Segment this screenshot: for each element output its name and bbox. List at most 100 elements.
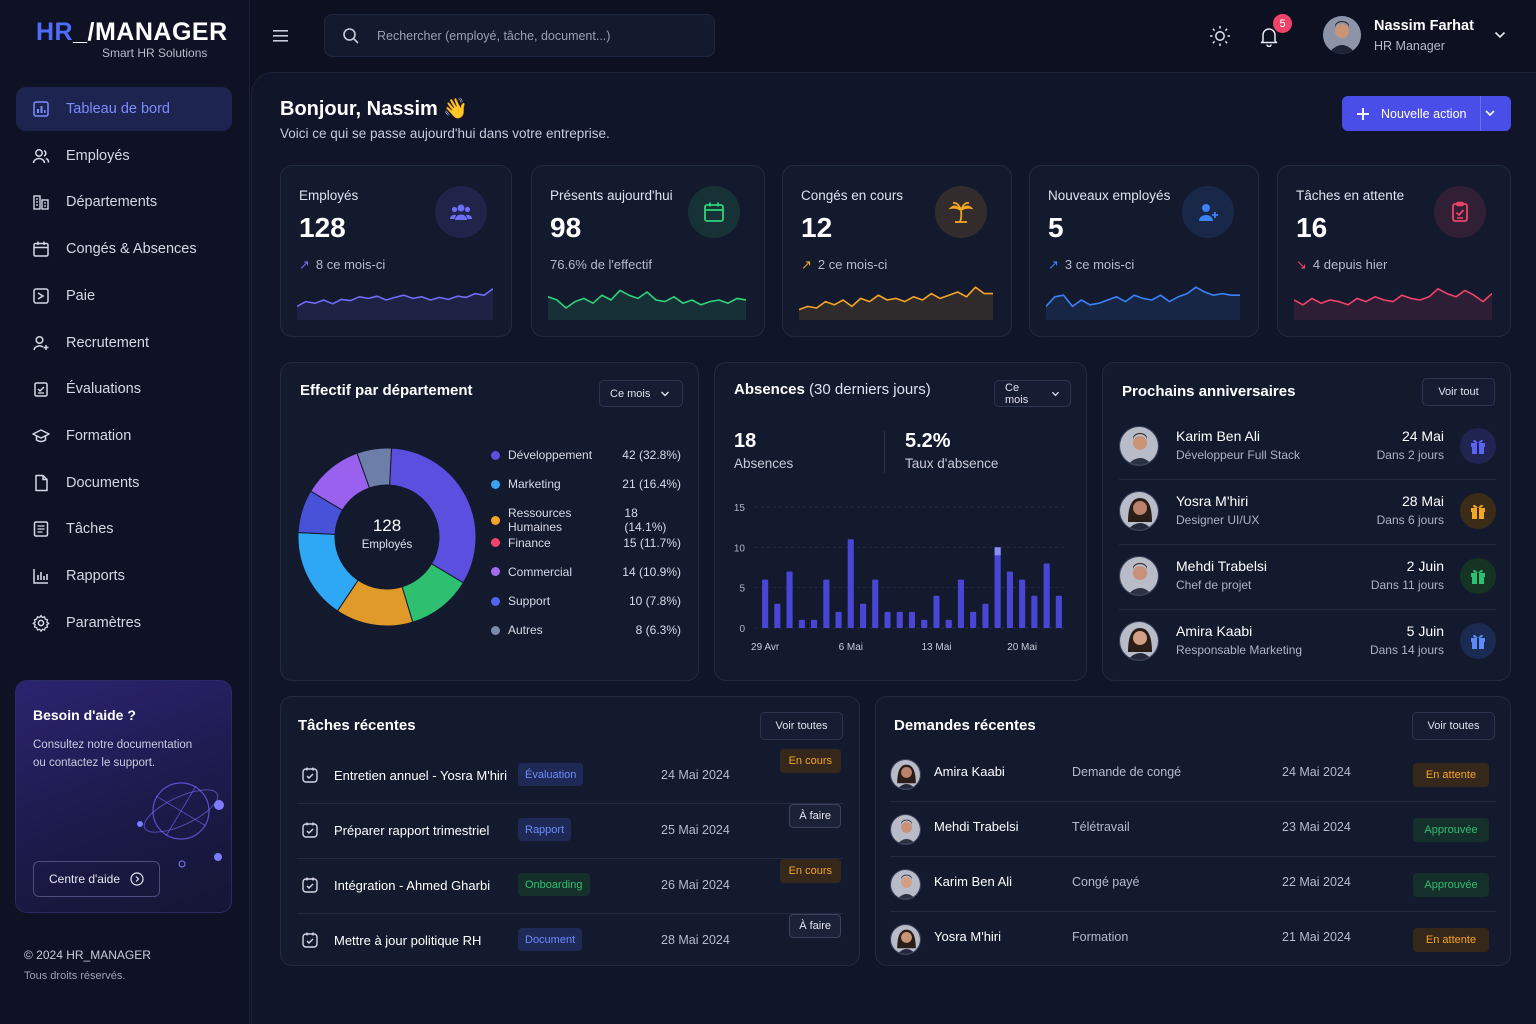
sun-theme-icon[interactable] (1209, 25, 1231, 47)
calendar-icon (33, 241, 49, 257)
sidebar-item-document[interactable]: Documents (16, 461, 232, 505)
sidebar-item-users[interactable]: Employés (16, 134, 232, 178)
task-check-icon-wrap[interactable] (301, 876, 319, 899)
birthday-date: 2 Juin (1406, 558, 1444, 574)
absence-bar[interactable] (847, 539, 854, 628)
search-input[interactable] (377, 26, 697, 46)
absence-bar[interactable] (1031, 595, 1038, 628)
absence-bar[interactable] (1006, 571, 1013, 629)
stat-card[interactable]: Employés 128 ↗ 8 ce mois-ci (280, 165, 512, 337)
request-row[interactable]: Karim Ben Ali Congé payé 22 Mai 2024 Approu… (890, 857, 1496, 912)
birthday-name: Mehdi Trabelsi (1176, 558, 1268, 574)
absence-bar[interactable] (994, 547, 1001, 628)
sidebar-item-building[interactable]: Départements (16, 180, 232, 224)
sidebar-item-calendar[interactable]: Congés & Absences (16, 227, 232, 271)
gift-badge[interactable] (1460, 558, 1496, 594)
sidebar: HR_/MANAGER Smart HR Solutions Tableau d… (0, 0, 250, 1024)
user-name: Nassim Farhat (1374, 18, 1474, 34)
absence-bar[interactable] (945, 619, 952, 628)
absence-bar[interactable] (860, 603, 867, 628)
sparkline-line (799, 286, 993, 311)
graduation-cap-icon-wrap (32, 427, 50, 445)
absence-bar[interactable] (896, 611, 903, 628)
sidebar-item-graduation-cap[interactable]: Formation (16, 414, 232, 458)
request-row[interactable]: Amira Kaabi Demande de congé 24 Mai 2024 En… (890, 747, 1496, 802)
sidebar-item-label: Documents (66, 474, 140, 491)
absence-bar[interactable] (823, 579, 830, 628)
person-avatar-icon (891, 925, 920, 954)
new-action-button[interactable]: Nouvelle action (1342, 96, 1511, 131)
birthday-item[interactable]: Amira Kaabi Responsable Marketing 5 Juin Da… (1119, 611, 1496, 675)
tasks-see-all-button[interactable]: Voir toutes (760, 712, 843, 740)
task-check-icon-wrap[interactable] (301, 766, 319, 789)
app-logo[interactable]: HR_/MANAGER Smart HR Solutions (36, 18, 228, 60)
sidebar-item-payroll[interactable]: Paie (16, 274, 232, 318)
task-row[interactable]: Préparer rapport trimestriel Rapport 25 Ma… (297, 804, 843, 859)
task-check-icon-wrap[interactable] (301, 821, 319, 844)
sidebar-item-gear[interactable]: Paramètres (16, 601, 232, 645)
absence-bar[interactable] (884, 611, 891, 628)
gift-icon (1471, 439, 1485, 454)
birthdays-see-all-button[interactable]: Voir tout (1422, 378, 1495, 406)
absences-count: 18 (734, 430, 757, 452)
chevron-down-icon[interactable] (1494, 30, 1506, 40)
absence-bar[interactable] (835, 611, 842, 628)
help-center-button[interactable]: Centre d'aide (33, 861, 160, 897)
request-row[interactable]: Yosra M'hiri Formation 21 Mai 2024 En atten… (890, 912, 1496, 967)
sidebar-item-checklist[interactable]: Tâches (16, 507, 232, 551)
task-title: Intégration - Ahmed Gharbi (334, 878, 491, 893)
request-row[interactable]: Mehdi Trabelsi Télétravail 23 Mai 2024 Appr… (890, 802, 1496, 857)
departments-period-select[interactable]: Ce mois (599, 380, 683, 407)
user-avatar[interactable] (1323, 16, 1361, 54)
birthday-item[interactable]: Karim Ben Ali Développeur Full Stack 24 Ma… (1119, 416, 1496, 480)
absence-bar[interactable] (811, 619, 818, 628)
absence-bar[interactable] (872, 579, 879, 628)
avatar (890, 869, 921, 900)
gift-badge[interactable] (1460, 623, 1496, 659)
absence-bar[interactable] (774, 603, 781, 628)
absence-bar[interactable] (762, 579, 769, 628)
tasks-title: Tâches récentes (298, 717, 416, 734)
sidebar-item-label: Paie (66, 287, 96, 304)
stat-card[interactable]: Tâches en attente 16 ↘ 4 depuis hier (1277, 165, 1511, 337)
sidebar-item-dashboard[interactable]: Tableau de bord (16, 87, 232, 131)
stat-card[interactable]: Congés en cours 12 ↗ 2 ce mois-ci (782, 165, 1012, 337)
absence-bar[interactable] (908, 611, 915, 628)
absence-bar[interactable] (957, 579, 964, 628)
stat-card[interactable]: Présents aujourd'hui 98 76.6% de l'effecti… (531, 165, 765, 337)
absences-bar-chart: 0 5 10 15 29 Avr 6 Mai 13 Mai 20 Mai (734, 503, 1065, 653)
donut-slice-0[interactable] (389, 447, 477, 584)
task-check-icon-wrap[interactable] (301, 931, 319, 954)
absence-bar[interactable] (1055, 595, 1062, 628)
gift-badge[interactable] (1460, 493, 1496, 529)
birthday-item[interactable]: Yosra M'hiri Designer UI/UX 28 Mai Dans 6 j… (1119, 481, 1496, 545)
sidebar-item-bar-chart[interactable]: Rapports (16, 554, 232, 598)
clipboard-check-icon (1452, 201, 1468, 222)
absence-bar[interactable] (921, 619, 928, 628)
absence-bar[interactable] (982, 603, 989, 628)
absence-bar[interactable] (933, 595, 940, 628)
absence-bar[interactable] (970, 611, 977, 628)
help-card: Besoin d'aide ? Consultez notre document… (15, 680, 232, 913)
checklist-icon (33, 521, 49, 538)
absence-bar[interactable] (1043, 563, 1050, 629)
sidebar-item-clipboard[interactable]: Évaluations (16, 367, 232, 411)
birthday-item[interactable]: Mehdi Trabelsi Chef de projet 2 Juin Dans 1… (1119, 546, 1496, 610)
absence-bar[interactable] (786, 571, 793, 629)
task-row[interactable]: Intégration - Ahmed Gharbi Onboarding 26 M… (297, 859, 843, 914)
gift-badge[interactable] (1460, 428, 1496, 464)
requests-see-all-button[interactable]: Voir toutes (1412, 712, 1495, 740)
task-title: Préparer rapport trimestriel (334, 823, 490, 838)
person-avatar-icon (1120, 492, 1158, 530)
stat-icon-badge (435, 186, 487, 238)
donut-slice-6[interactable] (356, 447, 392, 489)
task-row[interactable]: Mettre à jour politique RH Document 28 Mai… (297, 914, 843, 969)
notifications-button[interactable]: 5 (1256, 14, 1292, 52)
task-row[interactable]: Entretien annuel - Yosra M'hiri Évaluatio… (297, 749, 843, 804)
absences-period-select[interactable]: Ce mois (994, 380, 1071, 407)
stat-card[interactable]: Nouveaux employés 5 ↗ 3 ce mois-ci (1029, 165, 1259, 337)
sidebar-item-user-add[interactable]: Recrutement (16, 321, 232, 365)
absence-bar[interactable] (798, 619, 805, 628)
menu-hamburger-icon[interactable] (272, 28, 290, 44)
absence-bar[interactable] (1019, 579, 1026, 628)
